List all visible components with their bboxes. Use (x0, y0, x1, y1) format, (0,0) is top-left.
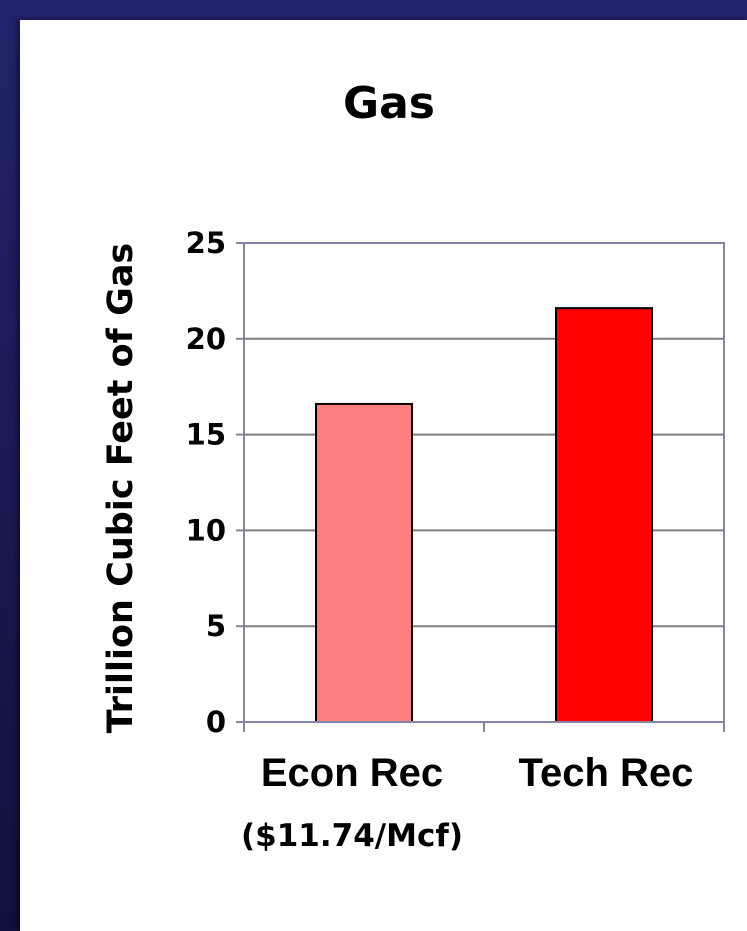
bar-tech-rec (555, 307, 653, 723)
y-tick-label: 10 (186, 513, 226, 547)
bars (315, 307, 653, 723)
chart-title: Gas (343, 78, 435, 129)
y-tick-label: 15 (186, 418, 226, 452)
x-category-label: Econ Rec (261, 751, 443, 795)
x-axis-ticks: Econ Rec ($11.74/Mcf) Tech Rec (241, 721, 725, 854)
y-tick-label: 5 (206, 609, 226, 643)
y-axis-ticks: 0 5 10 15 20 25 (186, 226, 244, 739)
x-category-sublabel: ($11.74/Mcf) (241, 818, 463, 854)
y-axis-title: Trillion Cubic Feet of Gas (101, 243, 141, 734)
x-category-label: Tech Rec (519, 751, 694, 795)
bar-econ-rec (315, 402, 413, 723)
y-tick-label: 0 (206, 705, 226, 739)
y-tick-label: 25 (186, 226, 226, 260)
bar-chart: Gas Trillion Cubic Feet of Gas 0 5 10 15 20 2… (101, 78, 725, 854)
chart-panel: Gas Trillion Cubic Feet of Gas 0 5 10 15 20 2… (20, 20, 747, 931)
y-tick-label: 20 (186, 322, 226, 356)
